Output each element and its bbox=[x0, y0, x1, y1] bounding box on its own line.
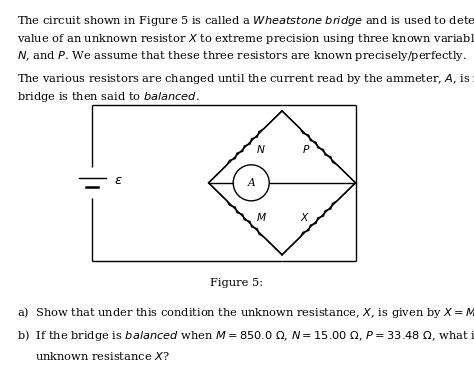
Text: $N$, and $P$. We assume that these three resistors are known precisely/perfectly: $N$, and $P$. We assume that these three… bbox=[17, 49, 466, 63]
Text: unknown resistance $X$?: unknown resistance $X$? bbox=[17, 350, 169, 363]
Text: $M$: $M$ bbox=[255, 211, 266, 223]
Text: bridge is then said to $\bf{\it{balanced}}$.: bridge is then said to $\bf{\it{balanced… bbox=[17, 90, 200, 104]
Text: The various resistors are changed until the current read by the ammeter, $A$, is: The various resistors are changed until … bbox=[17, 72, 474, 86]
Text: $X$: $X$ bbox=[301, 211, 310, 223]
Ellipse shape bbox=[233, 165, 269, 201]
Text: Figure 5:: Figure 5: bbox=[210, 278, 264, 288]
Text: a)  Show that under this condition the unknown resistance, $X$, is given by $X =: a) Show that under this condition the un… bbox=[17, 305, 474, 321]
Text: value of an unknown resistor $X$ to extreme precision using three known variable: value of an unknown resistor $X$ to extr… bbox=[17, 32, 474, 46]
Text: b)  If the bridge is $\bf{\it{balanced}}$ when $M = 850.0\ \Omega$, $N = 15.00\ : b) If the bridge is $\bf{\it{balanced}}$… bbox=[17, 328, 474, 343]
Text: $\varepsilon$: $\varepsilon$ bbox=[114, 174, 123, 187]
Text: The circuit shown in Figure 5 is called a $\it{Wheatstone\ bridge}$ and is used : The circuit shown in Figure 5 is called … bbox=[17, 14, 474, 28]
Text: $N$: $N$ bbox=[255, 143, 265, 155]
Text: $P$: $P$ bbox=[302, 143, 310, 155]
Text: A: A bbox=[247, 178, 255, 188]
